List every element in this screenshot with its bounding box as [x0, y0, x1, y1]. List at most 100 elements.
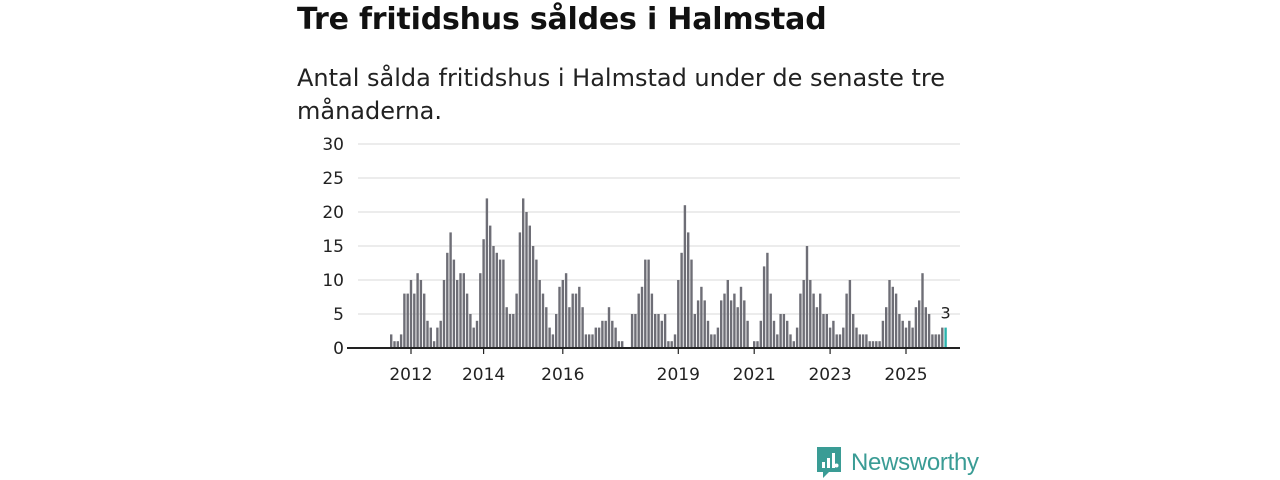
- bar: [782, 314, 786, 348]
- x-tick-label: 2016: [541, 365, 584, 385]
- bar: [683, 205, 687, 348]
- bar: [591, 334, 594, 348]
- bar: [736, 307, 739, 348]
- bar: [479, 273, 482, 348]
- bar: [726, 280, 729, 348]
- bar: [578, 286, 581, 348]
- bar: [621, 341, 624, 348]
- bar: [452, 259, 456, 348]
- bar: [538, 280, 541, 348]
- bar: [647, 259, 650, 348]
- bar: [423, 293, 426, 348]
- bar: [426, 320, 429, 348]
- bar: [564, 273, 568, 348]
- bar: [835, 334, 838, 348]
- bar: [531, 246, 535, 348]
- bar: [535, 259, 538, 348]
- y-tick-label: 25: [322, 169, 344, 189]
- bar: [871, 341, 875, 348]
- bar: [861, 334, 865, 348]
- bar: [403, 293, 406, 348]
- bar: [522, 198, 525, 348]
- bar: [568, 307, 571, 348]
- y-tick-label: 30: [322, 135, 344, 155]
- bars: [390, 198, 947, 348]
- bar: [555, 314, 558, 348]
- bar: [432, 341, 436, 348]
- bar: [604, 320, 607, 348]
- bar: [776, 334, 779, 348]
- bar: [842, 327, 845, 348]
- bar: [541, 293, 545, 348]
- bar: [885, 307, 888, 348]
- bar: [630, 314, 634, 348]
- bar: [634, 314, 637, 348]
- bar: [660, 320, 663, 348]
- bar: [429, 327, 432, 348]
- bar: [551, 334, 555, 348]
- bar: [469, 314, 472, 348]
- bar: [680, 252, 683, 348]
- x-tick-label: 2012: [389, 365, 432, 385]
- bar: [465, 293, 469, 348]
- bar: [436, 327, 439, 348]
- bar: [505, 307, 508, 348]
- bar: [657, 314, 660, 348]
- bar: [815, 307, 819, 348]
- bar: [927, 314, 931, 348]
- bar: [881, 320, 885, 348]
- bar: [898, 314, 901, 348]
- bar: [459, 273, 462, 348]
- bar: [482, 239, 485, 348]
- bar: [934, 334, 937, 348]
- bar: [838, 334, 842, 348]
- bar: [462, 273, 465, 348]
- bar: [941, 327, 944, 348]
- bar: [766, 252, 769, 348]
- highlight-bar: [944, 327, 947, 348]
- bar: [561, 280, 564, 348]
- bar: [825, 314, 828, 348]
- bar: [594, 327, 597, 348]
- bar: [799, 293, 802, 348]
- bar: [848, 280, 852, 348]
- bar: [548, 327, 551, 348]
- bar: [911, 327, 914, 348]
- newsworthy-logo-text: Newsworthy: [851, 449, 979, 476]
- bar: [558, 286, 561, 348]
- bar: [416, 273, 419, 348]
- newsworthy-logo: Newsworthy: [815, 446, 979, 480]
- bar: [597, 327, 601, 348]
- chart-title: Tre fritidshus såldes i Halmstad: [297, 2, 827, 37]
- bar: [439, 320, 442, 348]
- bar: [419, 280, 423, 348]
- bar: [845, 293, 848, 348]
- bar: [456, 280, 459, 348]
- bar: [571, 293, 574, 348]
- bar: [795, 327, 799, 348]
- bar: [518, 232, 522, 348]
- bar: [502, 259, 505, 348]
- bar: [673, 334, 677, 348]
- bar: [449, 232, 452, 348]
- bar: [508, 314, 512, 348]
- bar: [756, 341, 759, 348]
- bar: [700, 286, 703, 348]
- bar: [607, 307, 611, 348]
- bar: [515, 293, 518, 348]
- bar: [828, 327, 832, 348]
- bar: [868, 341, 871, 348]
- bar: [584, 334, 588, 348]
- bar: [667, 341, 670, 348]
- highlight-value-label: 3: [941, 304, 951, 323]
- x-axis: 2012 2014 2016 2019 2021 2023 2025: [347, 347, 960, 385]
- bar: [931, 334, 934, 348]
- bar: [852, 314, 855, 348]
- bar: [390, 334, 393, 348]
- bar: [485, 198, 489, 348]
- bar: [498, 259, 502, 348]
- bar: [693, 314, 696, 348]
- bar: [729, 300, 733, 348]
- bar: [753, 341, 756, 348]
